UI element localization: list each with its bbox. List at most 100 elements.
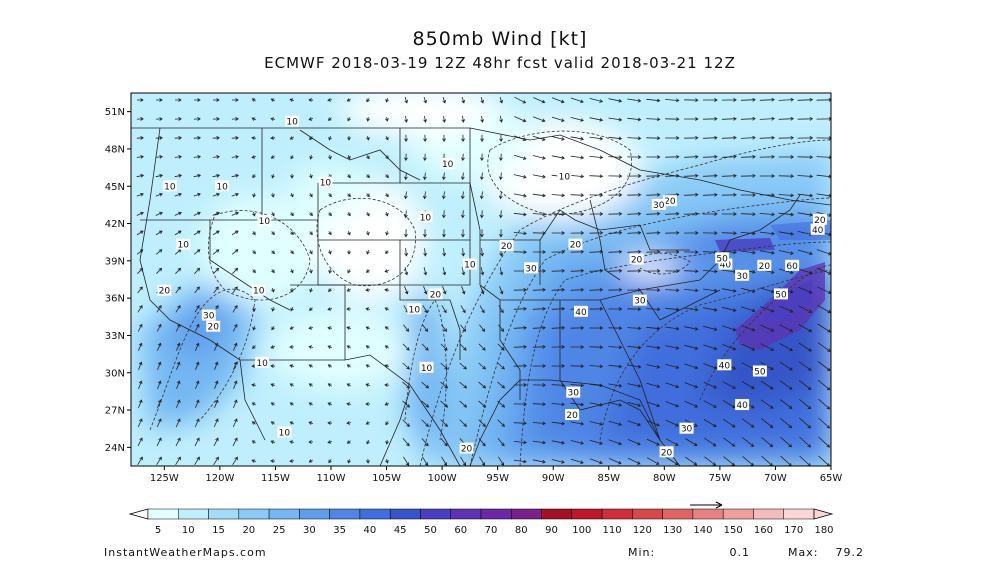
max-label: Max: <box>788 546 819 559</box>
contour-label: 20 <box>757 259 772 272</box>
colorbar-label: 90 <box>545 525 558 536</box>
contour-label: 50 <box>715 252 730 264</box>
svg-text:20: 20 <box>207 323 219 333</box>
contour-label: 50 <box>752 365 767 378</box>
svg-text:20: 20 <box>159 287 171 297</box>
colorbar-swatch <box>480 508 512 520</box>
colorbar-label: 45 <box>394 525 407 536</box>
lat-tick-label: 39N <box>105 256 125 267</box>
svg-text:10: 10 <box>286 118 298 128</box>
colorbar-swatch <box>753 508 784 520</box>
contour-label: 10 <box>162 180 177 192</box>
contour-label: 10 <box>257 215 272 227</box>
contour-label: 10 <box>215 180 230 192</box>
colorbar-label: 10 <box>182 525 195 536</box>
svg-text:20: 20 <box>566 411 578 421</box>
contour-label: 10 <box>418 211 433 223</box>
svg-text:60: 60 <box>786 262 798 272</box>
svg-text:40: 40 <box>720 261 732 271</box>
lon-tick-label: 65W <box>820 473 843 484</box>
lon-tick-label: 115W <box>261 473 290 484</box>
lon-tick-label: 100W <box>428 473 457 484</box>
contour-label: 10 <box>176 238 191 251</box>
colorbar-swatch <box>178 508 209 520</box>
contour-label: 50 <box>774 288 788 300</box>
svg-text:10: 10 <box>421 364 433 374</box>
svg-text:40: 40 <box>812 226 824 236</box>
svg-text:10: 10 <box>420 213 432 223</box>
colorbar-swatch <box>662 508 694 520</box>
svg-text:30: 30 <box>203 312 215 322</box>
max-value: 79.2 <box>835 546 864 559</box>
lon-tick-label: 75W <box>709 473 732 484</box>
lat-tick-label: 24N <box>105 443 125 454</box>
colorbar-label: 120 <box>633 525 652 536</box>
svg-text:30: 30 <box>634 297 646 307</box>
chart-subtitle: ECMWF 2018-03-19 12Z 48hr fcst valid 201… <box>264 54 736 72</box>
min-value: 0.1 <box>729 546 750 559</box>
contour-label: 20 <box>428 288 443 300</box>
colorbar-label: 180 <box>814 525 833 536</box>
colorbar-swatch <box>329 508 361 520</box>
colorbar-swatch <box>268 508 300 520</box>
contour-label: 10 <box>251 284 266 297</box>
svg-text:30: 30 <box>525 264 537 274</box>
contour-label: 20 <box>662 195 677 207</box>
contour-label: 20 <box>206 320 221 333</box>
contour-label: 10 <box>277 426 292 438</box>
colorbar-swatch <box>722 508 754 520</box>
colorbar-label: 30 <box>303 525 316 536</box>
svg-text:10: 10 <box>409 305 421 315</box>
latitude-axis: 51N 48N 45N 42N 39N 36N 33N 30N 27N 24N <box>105 107 131 454</box>
svg-text:10: 10 <box>464 261 476 271</box>
colorbar-label: 25 <box>273 525 286 536</box>
contour-label: 10 <box>407 303 422 315</box>
svg-text:50: 50 <box>716 254 728 264</box>
colorbar-swatch <box>208 508 240 520</box>
lon-tick-label: 125W <box>150 473 179 484</box>
colorbar-swatch <box>601 508 633 520</box>
colorbar-label: 40 <box>364 525 377 536</box>
contour-label: 40 <box>735 399 750 411</box>
colorbar-label: 100 <box>572 525 591 536</box>
contour-label: 10 <box>440 157 455 170</box>
svg-text:10: 10 <box>259 217 271 227</box>
svg-text:30: 30 <box>653 201 665 211</box>
colorbar-swatch <box>389 508 421 520</box>
colorbar-label: 130 <box>663 525 682 536</box>
colorbar-swatch <box>450 508 482 520</box>
colorbar-label: 60 <box>454 525 467 536</box>
lat-tick-label: 36N <box>105 294 125 305</box>
reference-vector <box>690 501 723 509</box>
svg-text:20: 20 <box>631 256 643 266</box>
lon-tick-label: 105W <box>372 473 401 484</box>
svg-text:10: 10 <box>559 172 571 182</box>
lon-tick-label: 110W <box>317 473 346 484</box>
lon-tick-label: 120W <box>205 473 234 484</box>
lon-tick-label: 70W <box>764 473 787 484</box>
contour-label: 60 <box>785 259 800 272</box>
contour-label: 30 <box>735 269 750 282</box>
colorbar-high-arrow <box>813 508 834 520</box>
svg-text:20: 20 <box>461 445 473 455</box>
colorbar-swatch <box>692 508 724 520</box>
colorbar-label: 70 <box>485 525 498 536</box>
svg-text:30: 30 <box>736 272 748 282</box>
colorbar-label: 170 <box>784 525 803 536</box>
contour-label: 40 <box>718 258 733 271</box>
svg-text:40: 40 <box>575 308 587 318</box>
svg-text:10: 10 <box>164 182 176 192</box>
colorbar-swatch <box>571 508 603 520</box>
colorbar-swatch <box>541 508 573 520</box>
svg-text:20: 20 <box>501 242 513 252</box>
svg-text:20: 20 <box>430 290 442 300</box>
colorbar-swatch <box>511 508 542 520</box>
colorbar-low-arrow <box>128 508 149 520</box>
contour-label: 20 <box>812 213 827 226</box>
colorbar-label: 20 <box>242 525 255 536</box>
colorbar-swatch <box>783 508 815 520</box>
lon-tick-label: 90W <box>542 473 565 484</box>
colorbar-swatch <box>632 508 663 520</box>
contour-label: 40 <box>810 223 825 236</box>
contour-label: 30 <box>524 262 538 274</box>
